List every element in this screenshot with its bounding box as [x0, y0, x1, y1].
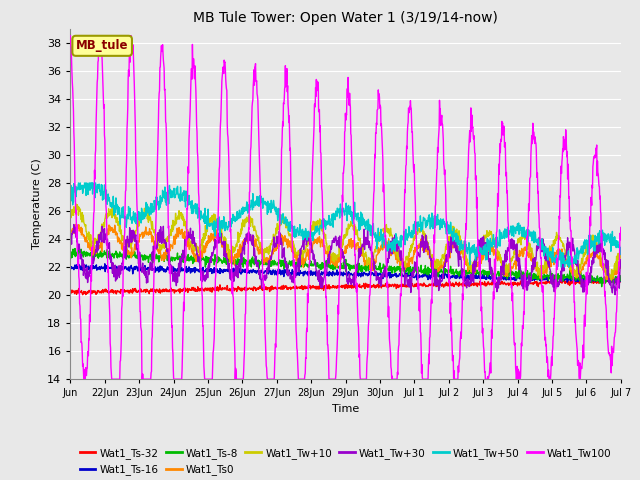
Y-axis label: Temperature (C): Temperature (C): [31, 158, 42, 250]
X-axis label: Time: Time: [332, 404, 359, 414]
Title: MB Tule Tower: Open Water 1 (3/19/14-now): MB Tule Tower: Open Water 1 (3/19/14-now…: [193, 11, 498, 25]
Legend: Wat1_Ts-32, Wat1_Ts-16, Wat1_Ts-8, Wat1_Ts0, Wat1_Tw+10, Wat1_Tw+30, Wat1_Tw+50,: Wat1_Ts-32, Wat1_Ts-16, Wat1_Ts-8, Wat1_…: [76, 444, 616, 480]
Text: MB_tule: MB_tule: [76, 39, 129, 52]
